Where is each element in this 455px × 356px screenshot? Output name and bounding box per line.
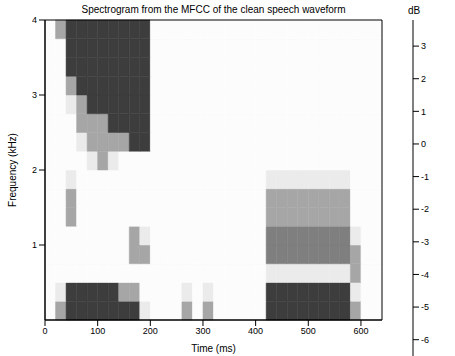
svg-text:600: 600 (353, 326, 368, 336)
svg-text:2: 2 (32, 165, 37, 175)
svg-text:400: 400 (248, 326, 263, 336)
svg-text:Frequency (kHz): Frequency (kHz) (7, 133, 18, 207)
svg-text:100: 100 (90, 326, 105, 336)
svg-text:0: 0 (421, 139, 426, 149)
svg-text:300: 300 (195, 326, 210, 336)
svg-text:1: 1 (421, 107, 426, 117)
svg-text:-3: -3 (421, 237, 429, 247)
svg-text:3: 3 (32, 90, 37, 100)
svg-text:500: 500 (301, 326, 316, 336)
html-text:dB: dB (408, 5, 421, 16)
svg-text:-2: -2 (421, 204, 429, 214)
svg-text:4: 4 (32, 15, 37, 25)
svg-text:Time (ms): Time (ms) (191, 343, 236, 354)
svg-text:2: 2 (421, 74, 426, 84)
svg-text:-4: -4 (421, 270, 429, 280)
svg-text:200: 200 (143, 326, 158, 336)
svg-text:-1: -1 (421, 172, 429, 182)
svg-text:1: 1 (32, 240, 37, 250)
svg-text:-5: -5 (421, 302, 429, 312)
svg-text:0: 0 (42, 326, 47, 336)
html-text:Spectrogram from the MFCC of t: Spectrogram from the MFCC of the clean s… (81, 4, 346, 15)
svg-text:-6: -6 (421, 335, 429, 345)
svg-text:3: 3 (421, 41, 426, 51)
